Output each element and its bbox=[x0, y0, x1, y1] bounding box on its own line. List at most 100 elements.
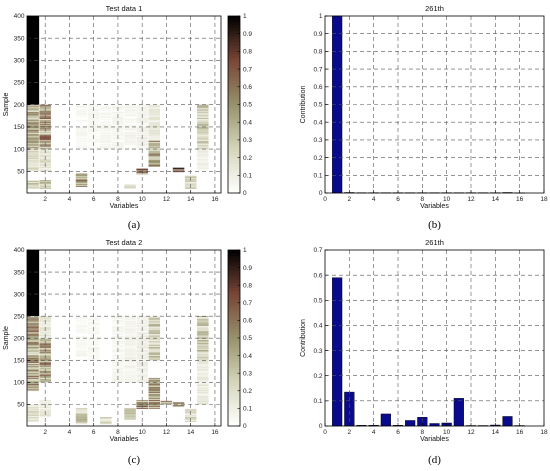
heatmap-cell bbox=[27, 157, 39, 158]
heatmap-cell bbox=[197, 368, 209, 370]
heatmap-cell bbox=[197, 130, 209, 132]
heatmap-cell bbox=[148, 400, 161, 402]
heatmap-cell bbox=[75, 131, 88, 133]
heatmap-cell bbox=[75, 359, 88, 361]
heatmap-cell bbox=[124, 324, 136, 325]
heatmap-cell bbox=[27, 169, 39, 171]
heatmap-cell bbox=[27, 323, 39, 325]
colorbar-tick-label: 0.3 bbox=[243, 137, 252, 144]
heatmap-cell bbox=[148, 155, 161, 157]
heatmap-band bbox=[75, 173, 88, 187]
heatmap-cell bbox=[27, 107, 39, 109]
heatmap-cell bbox=[148, 341, 161, 343]
heatmap-cell bbox=[124, 379, 136, 381]
heatmap-cell bbox=[124, 118, 136, 119]
heatmap-cell bbox=[136, 373, 148, 375]
colorbar-tick-label: 0 bbox=[243, 423, 247, 430]
heatmap-cell bbox=[148, 401, 161, 403]
heatmap-cell bbox=[27, 408, 39, 410]
heatmap-cell bbox=[124, 373, 136, 375]
heatmap-cell bbox=[197, 126, 209, 127]
heatmap-cell bbox=[39, 360, 51, 362]
heatmap-cell bbox=[197, 108, 209, 110]
heatmap-cell bbox=[124, 126, 136, 128]
heatmap-cell bbox=[148, 118, 161, 119]
heatmap-cell bbox=[197, 110, 209, 112]
heatmap-cell bbox=[197, 331, 209, 333]
colorbar-segment bbox=[228, 399, 240, 403]
heatmap-cell bbox=[136, 331, 148, 333]
colorbar-segment bbox=[228, 270, 240, 274]
heatmap-cell bbox=[75, 332, 88, 333]
heatmap-cell bbox=[100, 116, 112, 118]
heatmap-cell bbox=[148, 109, 161, 111]
y-tick-label: 400 bbox=[14, 13, 25, 20]
heatmap-cell bbox=[124, 185, 136, 187]
colorbar-segment bbox=[228, 414, 240, 418]
heatmap-cell bbox=[148, 126, 161, 127]
heatmap-cell bbox=[112, 133, 124, 134]
heatmap-cell bbox=[75, 317, 88, 318]
colorbar-tick-label: 0.3 bbox=[243, 370, 252, 377]
colorbar-segment bbox=[228, 408, 240, 412]
heatmap-cell bbox=[39, 105, 51, 107]
heatmap-cell bbox=[27, 335, 39, 337]
heatmap-cell bbox=[75, 140, 88, 142]
heatmap-cell bbox=[27, 168, 39, 170]
heatmap-cell bbox=[112, 380, 124, 382]
heatmap-cell bbox=[124, 120, 136, 122]
heatmap-cell bbox=[148, 127, 161, 129]
heatmap-cell bbox=[27, 144, 39, 146]
heatmap-cell bbox=[112, 146, 124, 148]
heatmap-cell bbox=[75, 324, 88, 325]
heatmap-cell bbox=[124, 340, 136, 342]
heatmap-cell bbox=[100, 126, 112, 127]
heatmap-band bbox=[148, 140, 161, 167]
heatmap-cell bbox=[197, 396, 209, 398]
colorbar-segment bbox=[228, 308, 240, 312]
heatmap-cell bbox=[124, 367, 136, 369]
heatmap-cell bbox=[148, 333, 161, 335]
heatmap-cell bbox=[100, 139, 112, 141]
heatmap-cell bbox=[75, 185, 88, 186]
colorbar-segment bbox=[228, 332, 240, 336]
heatmap-band bbox=[124, 316, 136, 383]
heatmap-cell bbox=[100, 140, 112, 142]
x-tick-label: 6 bbox=[396, 196, 400, 203]
colorbar-segment bbox=[228, 376, 240, 380]
heatmap-cell bbox=[197, 322, 209, 324]
x-tick-label: 2 bbox=[43, 196, 47, 203]
heatmap-cell bbox=[39, 352, 51, 354]
heatmap-cell bbox=[39, 353, 51, 355]
heatmap-cell bbox=[136, 400, 148, 402]
heatmap-cell bbox=[39, 161, 51, 163]
heatmap-cell bbox=[27, 377, 39, 379]
heatmap-cell bbox=[148, 378, 161, 380]
heatmap-cell bbox=[27, 130, 39, 132]
heatmap-cell bbox=[124, 143, 136, 145]
chart-title: 261th bbox=[425, 238, 444, 247]
heatmap-cell bbox=[100, 134, 112, 135]
heatmap-cell bbox=[148, 110, 161, 111]
heatmap-cell bbox=[87, 339, 100, 341]
heatmap-cell bbox=[27, 110, 39, 111]
y-tick-label: 0.3 bbox=[313, 348, 322, 355]
heatmap-cell bbox=[100, 134, 112, 136]
heatmap-cell bbox=[124, 319, 136, 321]
colorbar-segment bbox=[228, 107, 240, 111]
heatmap-cell bbox=[27, 360, 39, 362]
y-tick-label: 300 bbox=[14, 58, 25, 65]
x-tick-label: 14 bbox=[187, 429, 195, 436]
heatmap-cell bbox=[148, 122, 161, 124]
heatmap-cell bbox=[136, 359, 148, 361]
heatmap-cell bbox=[148, 324, 161, 326]
heatmap-band bbox=[197, 104, 209, 150]
heatmap-cell bbox=[87, 126, 100, 127]
heatmap-cell bbox=[75, 107, 88, 109]
heatmap-cell bbox=[112, 339, 124, 340]
heatmap-cell bbox=[27, 105, 39, 107]
heatmap-cell bbox=[87, 331, 100, 333]
heatmap-cell bbox=[148, 391, 161, 393]
heatmap-cell bbox=[124, 134, 136, 135]
